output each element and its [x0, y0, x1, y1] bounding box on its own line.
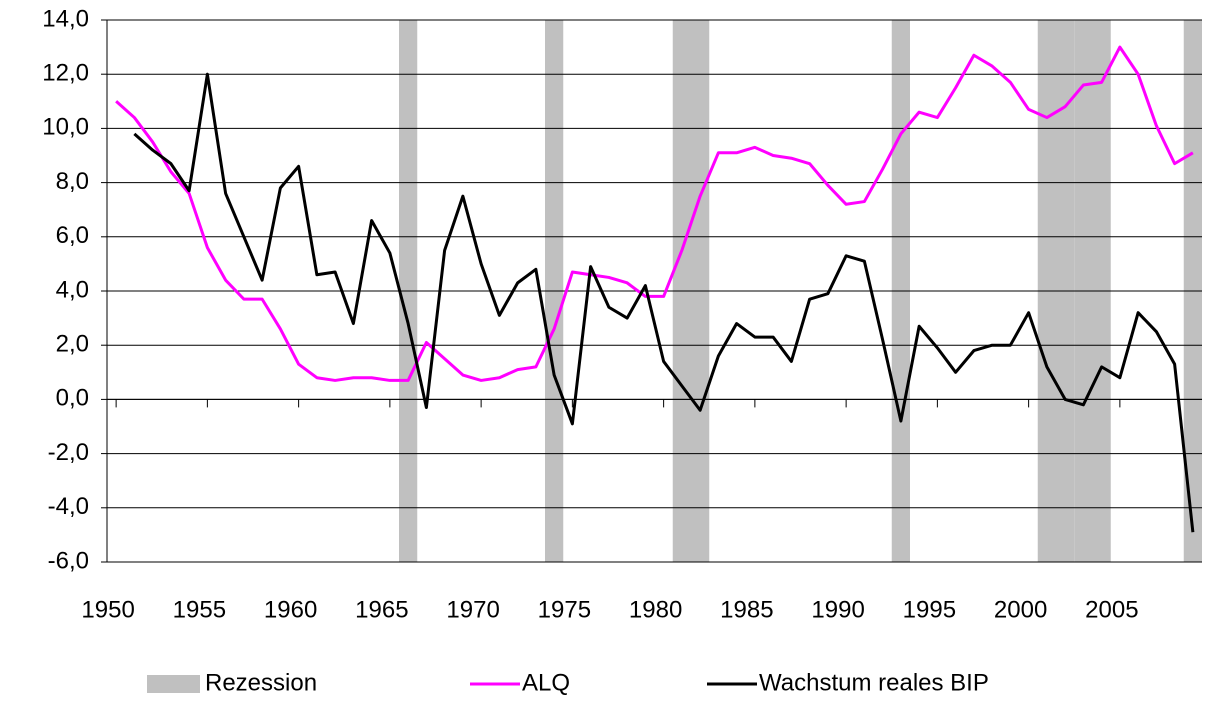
y-tick-label: -4,0	[48, 493, 89, 520]
x-tick-label: 1980	[629, 596, 682, 623]
y-tick-label: 14,0	[42, 5, 89, 32]
x-tick-label: 2000	[994, 596, 1047, 623]
legend-label: Rezession	[205, 669, 317, 696]
y-tick-label: 10,0	[42, 114, 89, 141]
legend-label: Wachstum reales BIP	[759, 669, 989, 696]
legend-swatch	[147, 675, 200, 693]
y-tick-label: 0,0	[56, 385, 89, 412]
y-tick-label: 4,0	[56, 276, 89, 303]
x-tick-label: 1975	[538, 596, 591, 623]
x-tick-label: 1955	[173, 596, 226, 623]
series-line	[133, 72, 1195, 533]
x-tick-label: 1965	[355, 596, 408, 623]
y-tick-label: -2,0	[48, 439, 89, 466]
x-tick-label: 1995	[903, 596, 956, 623]
series-line	[115, 45, 1194, 382]
y-tick-label: 12,0	[42, 60, 89, 87]
x-tick-label: 2005	[1085, 596, 1138, 623]
y-tick-label: 8,0	[56, 168, 89, 195]
x-tick-label: 1950	[81, 596, 134, 623]
x-tick-label: 1990	[811, 596, 864, 623]
y-tick-label: 2,0	[56, 331, 89, 358]
x-tick-label: 1960	[264, 596, 317, 623]
y-tick-label: 6,0	[56, 222, 89, 249]
legend-label: ALQ	[522, 669, 570, 696]
x-tick-label: 1985	[720, 596, 773, 623]
x-tick-label: 1970	[446, 596, 499, 623]
y-tick-label: -6,0	[48, 547, 89, 574]
